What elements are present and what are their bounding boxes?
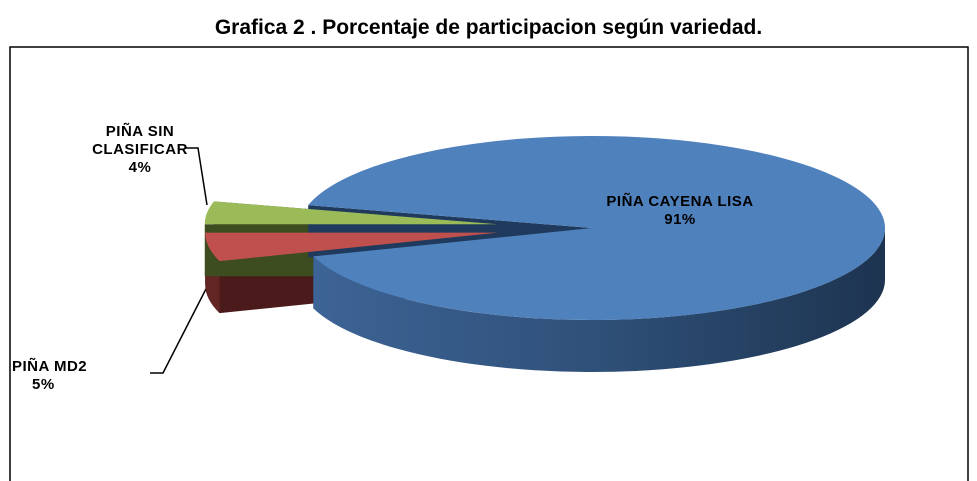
pie-slice: [308, 136, 885, 321]
category-label: PIÑA CAYENA LISA: [606, 193, 754, 210]
slice-wall: [313, 228, 885, 372]
value-label: 5%: [32, 376, 55, 393]
category-label: PIÑA SIN CLASIFICAR: [92, 123, 188, 158]
chart-title: Grafica 2 . Porcentaje de participacion …: [214, 16, 763, 39]
slice-label: PIÑA SIN CLASIFICAR 4%: [80, 123, 200, 177]
pie-slice: [205, 232, 499, 262]
chart-frame: [9, 46, 969, 481]
value-label: 91%: [664, 211, 696, 228]
leader-line: [150, 284, 209, 374]
pie-slice: [204, 201, 498, 225]
slice-label: PIÑA MD2 5%: [12, 358, 147, 394]
category-label: PIÑA MD2: [12, 358, 88, 375]
slice-label: PIÑA CAYENA LISA 91%: [580, 193, 780, 229]
value-label: 4%: [128, 159, 152, 176]
leader-line: [185, 147, 208, 206]
